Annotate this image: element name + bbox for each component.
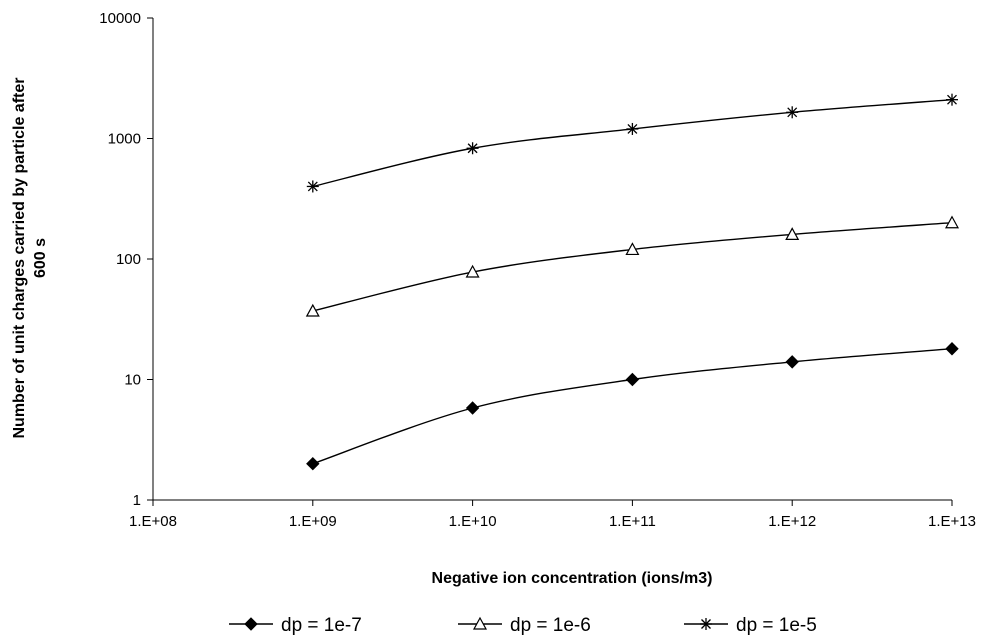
data-point: [465, 264, 480, 278]
legend-label: dp = 1e-7: [281, 615, 362, 636]
data-point: [626, 122, 639, 135]
data-point: [946, 93, 958, 106]
data-point: [465, 401, 480, 415]
y-tick-label: 1: [133, 492, 141, 509]
x-tick-label: 1.E+11: [609, 513, 656, 530]
series-layer: [305, 93, 960, 471]
data-point: [625, 242, 640, 256]
x-tick-label: 1.E+12: [768, 513, 816, 530]
series-asterisk: [306, 93, 958, 193]
legend-item: dp = 1e-5: [684, 615, 817, 636]
data-point: [786, 106, 799, 119]
data-point: [466, 142, 479, 155]
y-axis-title-line1: Number of unit charges carried by partic…: [11, 78, 28, 439]
plot-axes: [147, 17, 953, 506]
series-triangle: [305, 215, 960, 317]
legend-marker: [472, 616, 488, 630]
series-diamond: [306, 342, 959, 471]
data-point: [785, 227, 800, 241]
legend-label: dp = 1e-5: [736, 615, 817, 636]
data-point: [306, 457, 320, 471]
x-tick-label: 1.E+08: [129, 513, 177, 530]
y-tick-label: 10: [124, 372, 141, 389]
series-line: [312, 222, 953, 312]
legend-item: dp = 1e-7: [229, 615, 362, 636]
series-line: [312, 348, 953, 465]
legend-item: dp = 1e-6: [458, 615, 591, 636]
data-point: [306, 180, 319, 193]
y-tick-label: 10000: [99, 10, 141, 27]
series-line: [312, 98, 953, 188]
data-point: [785, 355, 799, 369]
data-point: [945, 342, 959, 356]
x-tick-label: 1.E+09: [289, 513, 337, 530]
x-tick-label: 1.E+13: [928, 513, 976, 530]
y-axis-title-line2: 600 s: [32, 238, 49, 278]
x-tick-label: 1.E+10: [449, 513, 497, 530]
data-point: [305, 303, 320, 317]
legend-label: dp = 1e-6: [510, 615, 591, 636]
legend-marker: [700, 618, 712, 630]
x-axis-title: Negative ion concentration (ions/m3): [432, 570, 713, 587]
data-point: [625, 372, 640, 387]
tick-labels: 1 10 100 1000 10000 1.E+08 1.E+09 1.E+10 1.E+11 1…: [99, 10, 976, 530]
data-point: [944, 215, 960, 229]
legend-marker: [244, 617, 258, 631]
legend: dp = 1e-7 dp = 1e-6 dp = 1e-5: [229, 615, 817, 636]
y-tick-label: 1000: [108, 131, 141, 148]
y-tick-label: 100: [116, 251, 141, 268]
